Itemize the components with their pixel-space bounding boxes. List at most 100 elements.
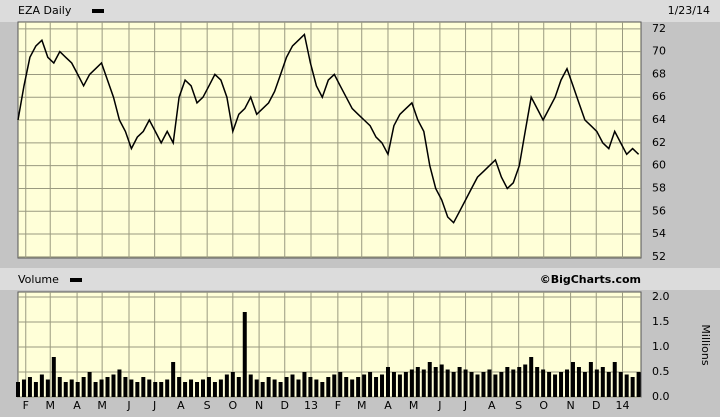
volume-bar [111, 374, 116, 397]
volume-bar [338, 372, 343, 397]
volume-bar [159, 382, 164, 397]
volume-bar [409, 369, 414, 397]
volume-bar [636, 372, 641, 397]
x-tick-label: 13 [304, 399, 318, 412]
volume-header-bar [0, 268, 720, 290]
volume-bar [242, 312, 247, 397]
volume-bar [565, 369, 570, 397]
volume-bar [141, 377, 146, 397]
volume-bar [117, 369, 122, 397]
y-tick-label: 66 [652, 90, 666, 103]
x-tick-label: A [73, 399, 81, 412]
y-tick-label: 2.0 [652, 290, 670, 303]
volume-bar [415, 367, 420, 397]
volume-bar [39, 374, 44, 397]
volume-bar [99, 379, 104, 397]
credit: ©BigCharts.com [540, 273, 641, 286]
x-tick-label: O [228, 399, 237, 412]
x-tick-label: M [97, 399, 107, 412]
volume-bar [445, 369, 450, 397]
volume-bar [296, 379, 301, 397]
volume-bar [224, 374, 229, 397]
volume-bar [350, 379, 355, 397]
y-tick-label: 72 [652, 22, 666, 35]
volume-bar [75, 382, 80, 397]
volume-bar [230, 372, 235, 397]
plot-area [17, 21, 642, 259]
volume-bar [236, 377, 241, 397]
x-tick-label: D [281, 399, 289, 412]
x-tick-label: 14 [616, 399, 630, 412]
x-tick-label: F [335, 399, 341, 412]
volume-bar [612, 362, 617, 397]
volume-bar [606, 372, 611, 397]
volume-bar [493, 374, 498, 397]
y-axis-label: Millions [699, 324, 712, 365]
volume-bar [320, 382, 325, 397]
volume-bar [403, 372, 408, 397]
volume-bar [129, 379, 134, 397]
volume-bar [374, 377, 379, 397]
volume-bar [195, 382, 200, 397]
x-tick-label: M [357, 399, 367, 412]
volume-bar [57, 377, 62, 397]
legend-swatch [92, 9, 104, 13]
volume-bar [290, 374, 295, 397]
x-tick-label: N [255, 399, 263, 412]
volume-bar [69, 379, 74, 397]
volume-bar [302, 372, 307, 397]
volume-bar [308, 377, 313, 397]
x-tick-label: J [126, 399, 130, 412]
x-tick-label: M [45, 399, 55, 412]
volume-bar [171, 362, 176, 397]
volume-bar [588, 362, 593, 397]
header-bar [0, 0, 720, 22]
volume-bar [547, 372, 552, 397]
volume-bar [529, 357, 534, 397]
volume-bar [463, 369, 468, 397]
y-tick-label: 64 [652, 113, 666, 126]
volume-bar [553, 374, 558, 397]
volume-bar [457, 367, 462, 397]
volume-bar [368, 372, 373, 397]
volume-bar [475, 374, 480, 397]
volume-bar [87, 372, 92, 397]
x-tick-label: A [384, 399, 392, 412]
y-tick-label: 62 [652, 136, 666, 149]
volume-bar [511, 369, 516, 397]
volume-bar [27, 377, 32, 397]
volume-bar [278, 382, 283, 397]
volume-bar [535, 367, 540, 397]
volume-bar [576, 367, 581, 397]
volume-bar [380, 374, 385, 397]
volume-bar [559, 372, 564, 397]
x-tick-label: F [23, 399, 29, 412]
volume-bar [481, 372, 486, 397]
y-tick-label: 54 [652, 227, 666, 240]
volume-bar [200, 379, 205, 397]
volume-bar [624, 374, 629, 397]
volume-bar [517, 367, 522, 397]
volume-bar [254, 379, 259, 397]
volume-bar [344, 377, 349, 397]
x-tick-label: J [437, 399, 441, 412]
volume-bar [451, 372, 456, 397]
volume-bar [206, 377, 211, 397]
volume-bar [582, 372, 587, 397]
y-tick-label: 0.5 [652, 365, 670, 378]
date-label: 1/23/14 [668, 4, 710, 17]
volume-bar [594, 369, 599, 397]
volume-bar [356, 377, 361, 397]
y-tick-label: 1.0 [652, 340, 670, 353]
volume-bar [21, 379, 26, 397]
x-tick-label: S [204, 399, 211, 412]
volume-bar [218, 379, 223, 397]
x-tick-label: A [488, 399, 496, 412]
volume-bar [51, 357, 56, 397]
volume-bar [183, 382, 188, 397]
x-tick-label: N [566, 399, 574, 412]
volume-bar [618, 372, 623, 397]
x-tick-label: D [592, 399, 600, 412]
volume-bar [362, 374, 367, 397]
